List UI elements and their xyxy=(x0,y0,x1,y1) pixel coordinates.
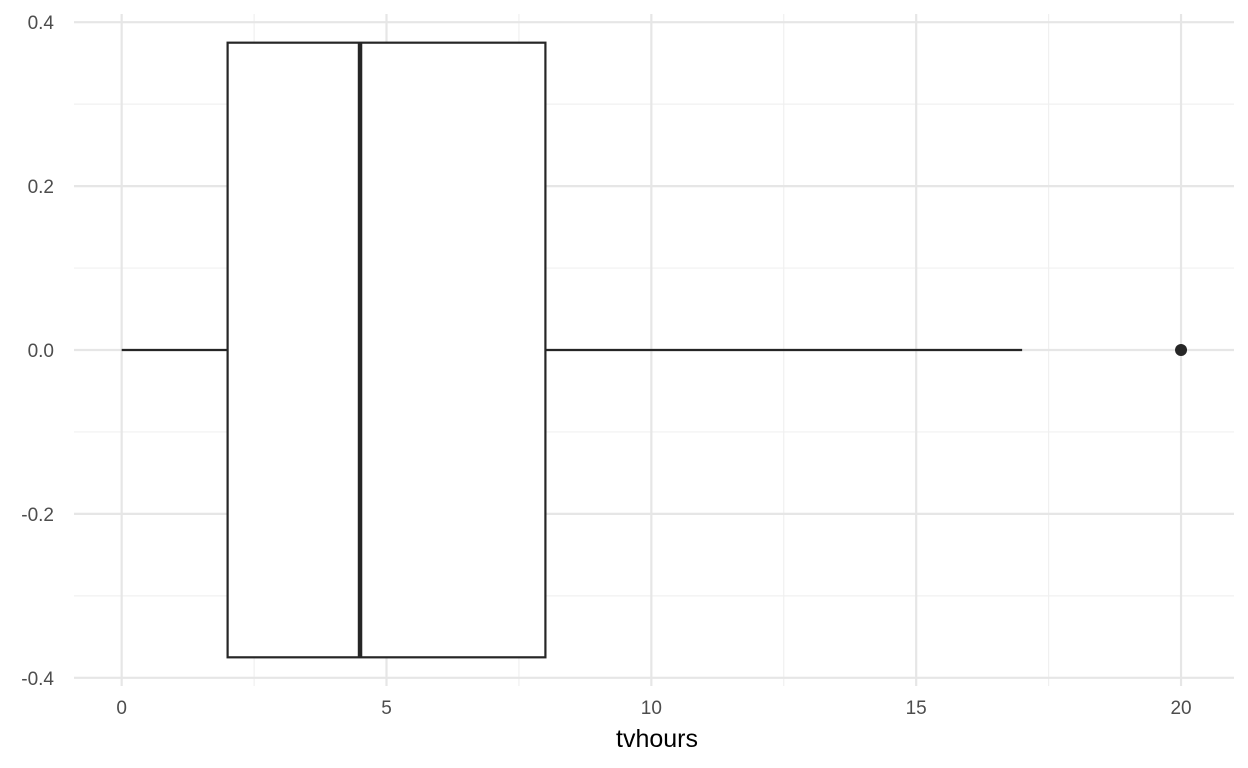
interquartile-box xyxy=(226,41,547,659)
x-tick-label: 0 xyxy=(116,698,127,719)
y-tick-label: 0.4 xyxy=(28,13,55,34)
y-tick-label: -0.2 xyxy=(21,505,54,526)
x-tick-label: 20 xyxy=(1170,698,1191,719)
outlier-point xyxy=(1175,344,1188,356)
y-tick-label: 0.0 xyxy=(28,341,54,362)
x-tick-label: 10 xyxy=(641,698,662,719)
x-tick-label: 5 xyxy=(381,698,392,719)
x-axis-title: tvhours xyxy=(616,725,698,753)
y-tick-label: -0.4 xyxy=(21,669,54,690)
y-tick-labels: -0.4 -0.2 0.0 0.2 0.4 xyxy=(21,13,54,690)
y-tick-label: 0.2 xyxy=(28,177,54,198)
box-and-whiskers xyxy=(121,41,1023,659)
x-tick-label: 15 xyxy=(906,698,927,719)
x-tick-labels: 0 5 10 15 20 xyxy=(116,698,1191,719)
outlier-points xyxy=(1175,344,1188,356)
